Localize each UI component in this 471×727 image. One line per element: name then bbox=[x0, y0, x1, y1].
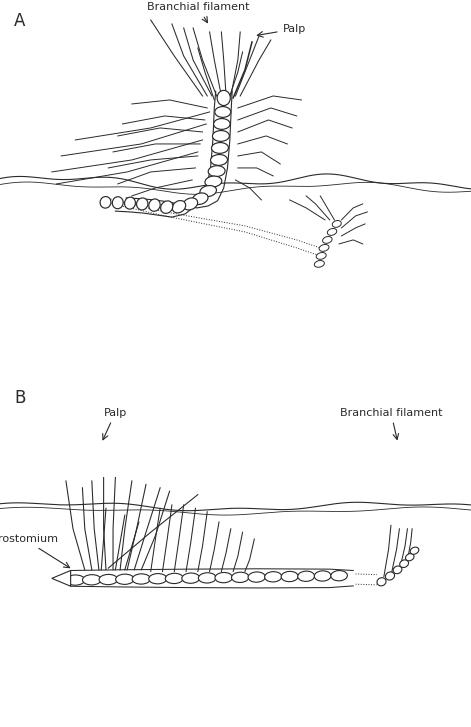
Ellipse shape bbox=[393, 566, 402, 574]
Ellipse shape bbox=[327, 228, 337, 236]
Ellipse shape bbox=[319, 244, 329, 252]
Ellipse shape bbox=[208, 166, 225, 177]
Ellipse shape bbox=[331, 571, 348, 581]
Ellipse shape bbox=[66, 575, 85, 585]
Ellipse shape bbox=[100, 196, 111, 208]
Ellipse shape bbox=[211, 155, 227, 165]
Ellipse shape bbox=[149, 574, 167, 584]
Ellipse shape bbox=[232, 572, 249, 582]
Ellipse shape bbox=[385, 572, 395, 580]
Ellipse shape bbox=[115, 574, 134, 585]
Ellipse shape bbox=[149, 199, 160, 212]
Ellipse shape bbox=[132, 574, 150, 584]
Ellipse shape bbox=[183, 198, 198, 210]
Ellipse shape bbox=[410, 547, 419, 554]
Ellipse shape bbox=[323, 236, 332, 244]
Text: prostomium: prostomium bbox=[0, 534, 70, 568]
Ellipse shape bbox=[377, 578, 386, 586]
Text: Palp: Palp bbox=[103, 408, 127, 440]
Ellipse shape bbox=[161, 201, 173, 213]
Text: B: B bbox=[14, 389, 25, 406]
Ellipse shape bbox=[137, 198, 148, 210]
Ellipse shape bbox=[248, 572, 265, 582]
Ellipse shape bbox=[406, 553, 414, 561]
Ellipse shape bbox=[215, 107, 231, 117]
Ellipse shape bbox=[316, 252, 326, 260]
Ellipse shape bbox=[172, 201, 186, 213]
Ellipse shape bbox=[200, 185, 217, 197]
Ellipse shape bbox=[400, 560, 408, 568]
Ellipse shape bbox=[182, 573, 200, 583]
Ellipse shape bbox=[217, 90, 230, 105]
Ellipse shape bbox=[314, 571, 331, 581]
Text: A: A bbox=[14, 12, 25, 30]
Ellipse shape bbox=[281, 571, 298, 582]
Ellipse shape bbox=[192, 193, 208, 204]
Ellipse shape bbox=[165, 574, 183, 584]
Ellipse shape bbox=[298, 571, 315, 582]
Ellipse shape bbox=[124, 197, 136, 209]
Ellipse shape bbox=[198, 573, 216, 583]
Ellipse shape bbox=[99, 574, 118, 585]
Ellipse shape bbox=[265, 571, 282, 582]
Ellipse shape bbox=[112, 197, 123, 209]
Text: Branchial filament: Branchial filament bbox=[340, 408, 442, 440]
Ellipse shape bbox=[214, 119, 230, 129]
Polygon shape bbox=[52, 571, 71, 586]
Ellipse shape bbox=[212, 131, 229, 141]
Text: Branchial filament: Branchial filament bbox=[146, 2, 249, 23]
Ellipse shape bbox=[211, 142, 228, 153]
Ellipse shape bbox=[205, 176, 222, 187]
Text: Palp: Palp bbox=[257, 24, 306, 37]
Ellipse shape bbox=[332, 220, 341, 228]
Ellipse shape bbox=[314, 260, 325, 268]
Ellipse shape bbox=[82, 574, 101, 585]
Ellipse shape bbox=[215, 572, 233, 583]
